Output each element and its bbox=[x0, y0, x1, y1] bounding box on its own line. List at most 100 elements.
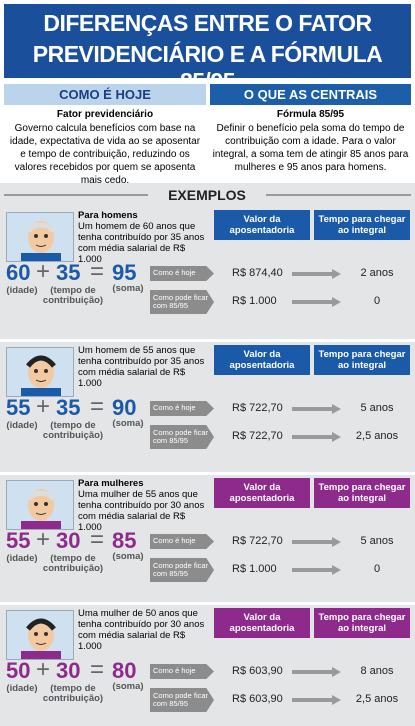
row-time: 5 anos bbox=[360, 401, 394, 414]
example-description: Uma mulher de 50 anos que tenha contribu… bbox=[78, 608, 205, 652]
section-subtitle: Fórmula 85/95 bbox=[276, 109, 345, 120]
formula-label: (idade) bbox=[6, 420, 38, 431]
row-label: Como pode ficar com 85/95 bbox=[150, 290, 214, 314]
column-header: Valor da aposentadoria bbox=[214, 608, 310, 638]
formula-label: (soma) bbox=[112, 418, 144, 429]
column-header: Tempo para chegar ao integral bbox=[314, 345, 410, 375]
header-box bbox=[4, 4, 411, 78]
formula-plus: + bbox=[36, 526, 51, 553]
formula-label: (tempo de contribuição) bbox=[42, 553, 104, 574]
row-value: R$ 603,90 bbox=[232, 693, 283, 705]
portrait bbox=[6, 610, 74, 660]
formula-label: (soma) bbox=[112, 551, 144, 562]
column-header: Valor da aposentadoria bbox=[214, 210, 310, 240]
examples-title: EXEMPLOS bbox=[148, 186, 266, 204]
row-label: Como é hoje bbox=[150, 534, 214, 549]
row-value: R$ 722,70 bbox=[232, 430, 283, 442]
title-line: PREVIDENCIÁRIO E A FÓRMULA 85/95 bbox=[32, 41, 383, 94]
formula-contribution: 30 bbox=[56, 658, 81, 683]
formula-label: (soma) bbox=[112, 283, 144, 294]
section-heading: COMO É HOJE bbox=[4, 84, 206, 105]
column-header: Tempo para chegar ao integral bbox=[314, 210, 410, 240]
section-heading: O QUE AS CENTRAIS DEFENDEM bbox=[210, 84, 411, 123]
row-time: 2,5 anos bbox=[355, 430, 399, 442]
portrait-icon bbox=[21, 489, 61, 529]
section-text: Governo calcula benefícios com base na i… bbox=[9, 123, 201, 186]
row-label: Como pode ficar com 85/95 bbox=[150, 558, 214, 582]
portrait bbox=[6, 212, 74, 262]
portrait bbox=[6, 480, 74, 530]
formula-age: 60 bbox=[6, 260, 31, 285]
example-description: Um homem de 60 anos que tenha contribuíd… bbox=[78, 221, 205, 265]
formula-age: 55 bbox=[6, 528, 31, 553]
example-description: Um homem de 55 anos que tenha contribuíd… bbox=[78, 345, 205, 389]
portrait-icon bbox=[21, 355, 61, 396]
row-time: 2,5 anos bbox=[355, 693, 399, 705]
formula-label: (tempo de contribuição) bbox=[42, 420, 104, 441]
row-value: R$ 1.000 bbox=[232, 295, 277, 307]
row-label: Como é hoje bbox=[150, 266, 214, 281]
row-time: 2 anos bbox=[360, 266, 394, 279]
arrow-line bbox=[292, 539, 334, 544]
arrow-line bbox=[292, 698, 334, 702]
row-value: R$ 603,90 bbox=[232, 664, 283, 677]
arrow-line bbox=[292, 300, 334, 304]
formula-sum: 80 bbox=[112, 658, 137, 683]
arrow-line bbox=[292, 669, 334, 674]
arrow-head bbox=[332, 432, 341, 442]
arrow-line bbox=[292, 435, 334, 439]
title-line: DIFERENÇAS ENTRE O FATOR bbox=[43, 10, 372, 36]
formula-contribution: 35 bbox=[56, 395, 81, 420]
formula-label: (idade) bbox=[6, 285, 38, 296]
formula-age: 55 bbox=[6, 395, 31, 420]
formula-label: (tempo de contribuição) bbox=[42, 285, 104, 306]
row-label: Como é hoje bbox=[150, 664, 214, 679]
row-value: R$ 874,40 bbox=[232, 266, 283, 279]
row-time: 0 bbox=[373, 563, 381, 575]
arrow-head bbox=[332, 695, 341, 705]
row-time: 5 anos bbox=[360, 534, 394, 547]
example-heading: Para homens bbox=[78, 210, 138, 221]
formula-contribution: 35 bbox=[56, 260, 81, 285]
formula-sum: 90 bbox=[112, 395, 137, 420]
formula-label: (soma) bbox=[112, 681, 144, 692]
row-value: R$ 1.000 bbox=[232, 563, 277, 575]
formula-label: (idade) bbox=[6, 553, 38, 564]
separator bbox=[0, 602, 415, 605]
section-subtitle: Fator previdenciário bbox=[56, 109, 154, 120]
column-header: Tempo para chegar ao integral bbox=[314, 478, 410, 508]
separator bbox=[0, 339, 415, 342]
row-label: Como pode ficar com 85/95 bbox=[150, 688, 214, 712]
portrait bbox=[6, 347, 74, 397]
formula-contribution: 30 bbox=[56, 528, 81, 553]
formula-equals: = bbox=[90, 656, 105, 683]
formula-equals: = bbox=[90, 258, 105, 285]
formula-equals: = bbox=[90, 393, 105, 420]
arrow-head bbox=[332, 536, 341, 547]
formula-label: (idade) bbox=[6, 683, 38, 694]
formula-plus: + bbox=[36, 393, 51, 420]
arrow-head bbox=[332, 403, 341, 414]
portrait-icon bbox=[21, 221, 61, 261]
row-label: Como é hoje bbox=[150, 401, 214, 416]
arrow-head bbox=[332, 565, 341, 575]
column-header: Tempo para chegar ao integral bbox=[314, 608, 410, 638]
example-heading: Para mulheres bbox=[78, 478, 144, 489]
row-time: 8 anos bbox=[360, 664, 394, 677]
formula-label: (tempo de contribuição) bbox=[42, 683, 104, 704]
arrow-head bbox=[332, 297, 341, 307]
row-value: R$ 722,70 bbox=[232, 401, 283, 414]
section-text: Definir o benefício pela soma do tempo d… bbox=[212, 123, 409, 173]
column-header: Valor da aposentadoria bbox=[214, 478, 310, 508]
formula-sum: 95 bbox=[112, 260, 137, 285]
formula-plus: + bbox=[36, 258, 51, 285]
example-description: Uma mulher de 55 anos que tenha contribu… bbox=[78, 489, 205, 533]
row-label: Como pode ficar com 85/95 bbox=[150, 425, 214, 449]
arrow-line bbox=[292, 568, 334, 572]
portrait-icon bbox=[21, 618, 61, 659]
arrow-line bbox=[292, 271, 334, 276]
row-time: 0 bbox=[373, 295, 381, 307]
column-header: Valor da aposentadoria bbox=[214, 345, 310, 375]
row-value: R$ 722,70 bbox=[232, 534, 283, 547]
